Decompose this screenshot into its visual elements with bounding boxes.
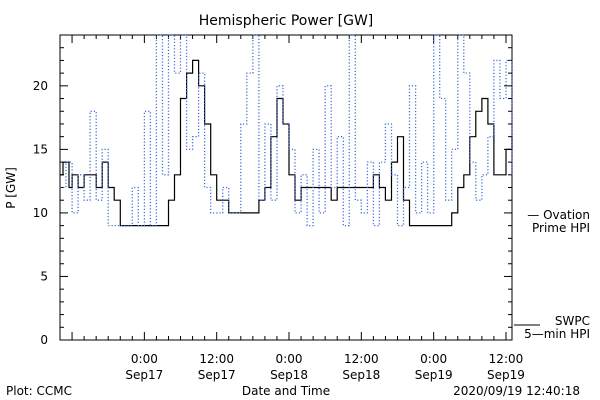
legend-ovation-line2: Prime HPI: [532, 221, 590, 235]
legend-ovation-line1: — Ovation: [527, 208, 590, 222]
footer-timestamp: 2020/09/19 12:40:18: [453, 384, 580, 398]
x-tick-time-label: 12:00: [344, 352, 379, 366]
series-layer: [60, 34, 513, 227]
y-tick-label: 0: [40, 333, 48, 347]
chart-title: Hemispheric Power [GW]: [199, 13, 374, 29]
y-axis-label: P [GW]: [4, 167, 18, 209]
x-tick-date-label: Sep18: [342, 368, 380, 382]
x-tick-date-label: Sep17: [198, 368, 236, 382]
x-tick-date-label: Sep18: [270, 368, 308, 382]
footer-plot-credit: Plot: CCMC: [6, 384, 72, 398]
y-tick-label: 10: [33, 206, 48, 220]
legend-swpc-line1: SWPC: [555, 314, 590, 328]
x-axis-label: Date and Time: [242, 384, 330, 398]
legend-swpc-line2: 5—min HPI: [524, 327, 590, 341]
y-tick-label: 20: [33, 79, 48, 93]
x-tick-date-label: Sep17: [125, 368, 163, 382]
ovation-prime-hpi-line: [60, 34, 513, 227]
axis-ticks: 0 5 10 15 20 0:00 Sep17 12:00 Sep17 0:00 Sep18 12:0…: [33, 34, 525, 382]
x-tick-time-label: 12:00: [489, 352, 524, 366]
swpc-hpi-line: [60, 59, 513, 227]
x-tick-time-label: 12:00: [199, 352, 234, 366]
x-tick-date-label: Sep19: [487, 368, 525, 382]
x-tick-date-label: Sep19: [415, 368, 453, 382]
x-tick-time-label: 0:00: [276, 352, 303, 366]
x-tick-time-label: 0:00: [131, 352, 158, 366]
y-tick-label: 15: [33, 142, 48, 156]
plot-frame: [59, 34, 513, 341]
y-tick-label: 5: [40, 269, 48, 283]
x-tick-time-label: 0:00: [420, 352, 447, 366]
